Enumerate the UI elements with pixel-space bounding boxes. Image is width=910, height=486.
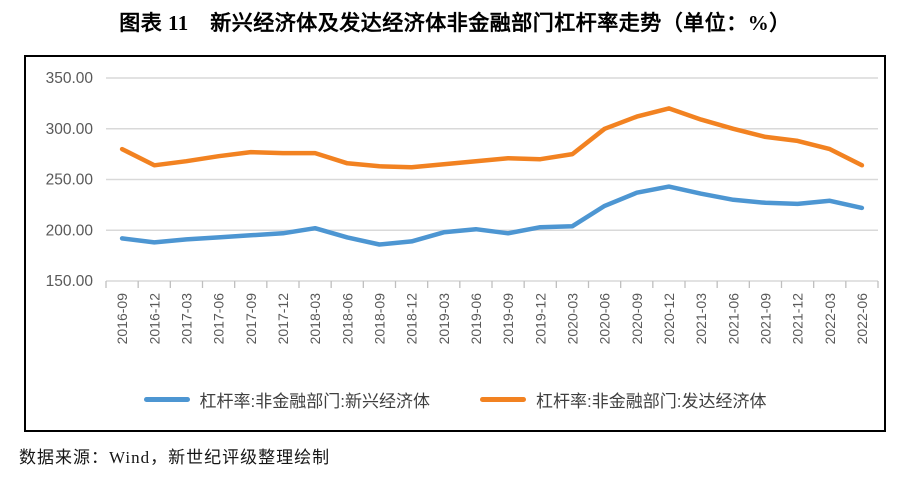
svg-text:2017-09: 2017-09 — [243, 293, 259, 345]
legend-item-emerging: 杠杆率:非金融部门:新兴经济体 — [143, 387, 430, 412]
svg-text:2017-12: 2017-12 — [275, 293, 291, 345]
svg-text:2021-03: 2021-03 — [693, 293, 709, 345]
legend-label-developed: 杠杆率:非金融部门:发达经济体 — [536, 392, 767, 411]
svg-text:2019-09: 2019-09 — [500, 293, 516, 345]
svg-text:2020-12: 2020-12 — [661, 293, 677, 345]
svg-text:250.00: 250.00 — [46, 172, 94, 189]
page-title: 图表 11 新兴经济体及发达经济体非金融部门杠杆率走势（单位：%） — [119, 11, 791, 35]
svg-text:2018-06: 2018-06 — [339, 293, 355, 345]
svg-text:2021-06: 2021-06 — [725, 293, 741, 345]
svg-text:2022-03: 2022-03 — [822, 293, 838, 345]
svg-text:2019-03: 2019-03 — [436, 293, 452, 345]
legend-swatch-emerging-icon — [143, 397, 190, 402]
svg-text:2019-06: 2019-06 — [468, 293, 484, 345]
svg-text:2020-03: 2020-03 — [564, 293, 580, 345]
svg-text:150.00: 150.00 — [46, 273, 94, 290]
svg-text:2016-12: 2016-12 — [146, 293, 162, 345]
svg-text:350.00: 350.00 — [46, 70, 94, 87]
svg-text:2018-03: 2018-03 — [307, 293, 323, 345]
legend-item-developed: 杠杆率:非金融部门:发达经济体 — [480, 387, 766, 412]
svg-text:2021-09: 2021-09 — [757, 293, 773, 345]
legend-swatch-developed-icon — [480, 397, 526, 402]
line-chart: 350.00 300.00 250.00 200.00 150.00 2016-09 201… — [46, 70, 879, 345]
svg-text:2017-06: 2017-06 — [211, 293, 227, 345]
chart-container: 350.00 300.00 250.00 200.00 150.00 2016-09 201… — [24, 55, 886, 432]
svg-text:2019-12: 2019-12 — [532, 293, 548, 345]
svg-text:2018-09: 2018-09 — [371, 293, 387, 345]
svg-text:2018-12: 2018-12 — [404, 293, 420, 345]
data-source-note: 数据来源：Wind，新世纪评级整理绘制 — [19, 448, 331, 467]
svg-text:2017-03: 2017-03 — [178, 293, 194, 345]
svg-text:2016-09: 2016-09 — [114, 293, 130, 345]
svg-text:200.00: 200.00 — [46, 222, 94, 239]
svg-text:300.00: 300.00 — [46, 121, 94, 138]
svg-text:2021-12: 2021-12 — [790, 293, 806, 345]
svg-text:2020-09: 2020-09 — [629, 293, 645, 345]
legend-label-emerging: 杠杆率:非金融部门:新兴经济体 — [199, 392, 430, 411]
svg-text:2022-06: 2022-06 — [854, 293, 870, 345]
svg-text:2020-06: 2020-06 — [597, 293, 613, 345]
chart-legend: 杠杆率:非金融部门:新兴经济体 杠杆率:非金融部门:发达经济体 — [26, 387, 884, 412]
